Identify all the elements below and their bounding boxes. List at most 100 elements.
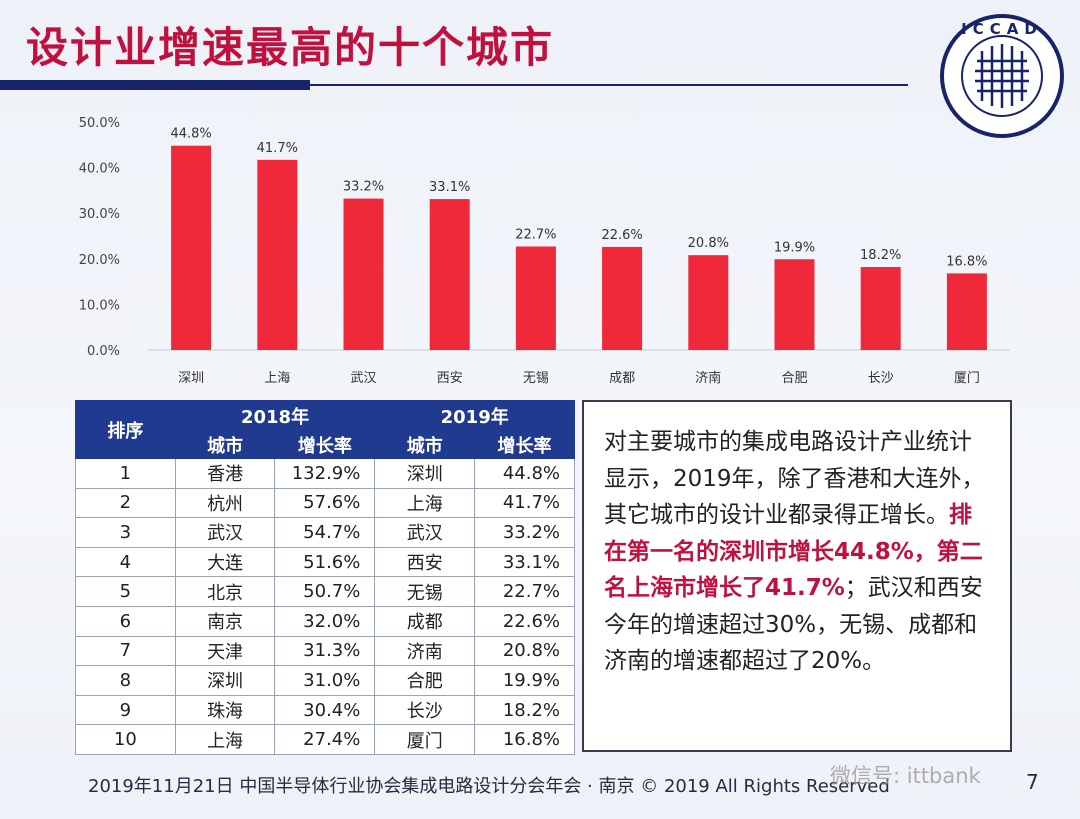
ranking-table-body: 1 香港 132.9% 深圳 44.8% 2 杭州 57.6% 上海 41.7% 3 武汉 54.7% 武…	[75, 458, 575, 755]
rank-cell: 1	[75, 458, 176, 489]
rate-2018-cell: 31.3%	[274, 635, 376, 667]
rate-2019-cell: 22.6%	[474, 605, 575, 637]
category-label: 西安	[437, 371, 463, 386]
rate-2018-cell: 27.4%	[274, 724, 376, 755]
rate-2019-cell: 20.8%	[474, 635, 575, 667]
city-2018-cell: 上海	[174, 724, 276, 755]
bars	[171, 145, 987, 350]
value-label: 18.2%	[860, 248, 901, 263]
rank-cell: 8	[75, 665, 176, 696]
summary-textbox: 对主要城市的集成电路设计产业统计显示，2019年，除了香港和大连外，其它城市的设…	[582, 400, 1012, 752]
value-label: 22.7%	[515, 227, 556, 242]
table-row: 4 大连 51.6% 西安 33.1%	[75, 546, 575, 578]
rate-2019-cell: 19.9%	[474, 665, 575, 696]
category-label: 长沙	[868, 371, 894, 386]
summary-text-highlight: 排在第一名的深圳市增长44.8%，第二名上海市增长了41.7%	[604, 502, 983, 601]
value-label: 16.8%	[946, 254, 987, 269]
rate-2019-cell: 33.2%	[474, 517, 575, 548]
category-label: 上海	[264, 371, 290, 386]
city-2019-cell: 济南	[374, 635, 476, 667]
city-2019-cell: 厦门	[374, 724, 476, 755]
city-2018-cell: 大连	[174, 546, 276, 578]
rate-2018-cell: 50.7%	[274, 576, 376, 607]
svg-text:ICCAD: ICCAD	[961, 20, 1043, 38]
rank-cell: 6	[75, 605, 176, 637]
wechat-watermark: 微信号: ittbank	[830, 764, 981, 788]
growth-bar-chart: 0.0% 10.0% 20.0% 30.0% 40.0% 50.0% 44.8% 41.7%…	[79, 116, 1010, 386]
category-label: 合肥	[781, 371, 807, 386]
rate-2019-cell: 41.7%	[474, 487, 575, 519]
footer-text: 2019年11月21日 中国半导体行业协会集成电路设计分会年会 · 南京 © 2…	[88, 776, 890, 797]
category-label: 武汉	[350, 371, 376, 386]
rank-cell: 4	[75, 546, 176, 578]
title-underline-thick	[0, 80, 310, 90]
y-tick-label: 40.0%	[79, 162, 120, 177]
rate-2018-cell: 57.6%	[274, 487, 376, 519]
rank-cell: 5	[75, 576, 176, 607]
summary-text-intro: 对主要城市的集成电路设计产业统计显示，2019年，除了香港和大连外，其它城市的设…	[604, 429, 985, 528]
category-label: 深圳	[178, 371, 204, 386]
year-2018-header: 2018年	[174, 400, 376, 431]
rank-cell: 2	[75, 487, 176, 519]
city-2019-cell: 西安	[374, 546, 476, 578]
value-label: 41.7%	[257, 141, 298, 156]
rank-cell: 10	[75, 724, 176, 755]
city-2018-cell: 珠海	[174, 694, 276, 726]
city-2018-cell: 武汉	[174, 517, 276, 548]
bar-6	[688, 255, 729, 350]
city-2019-cell: 合肥	[374, 665, 476, 696]
rate-2019-cell: 16.8%	[474, 724, 575, 755]
city-2019-cell: 成都	[374, 605, 476, 637]
bar-9	[946, 273, 987, 350]
category-label: 厦门	[954, 371, 980, 386]
table-row: 6 南京 32.0% 成都 22.6%	[75, 605, 575, 637]
bar-2	[343, 198, 384, 350]
rate-2019-cell: 18.2%	[474, 694, 575, 726]
city-2019-cell: 深圳	[374, 458, 476, 489]
city-2018-cell: 香港	[174, 458, 276, 489]
summary-text-outro: ；武汉和西安今年的增速超过30%，无锡、成都和济南的增速都超过了20%。	[604, 575, 983, 674]
rate-2018-cell: 132.9%	[274, 458, 376, 489]
rate-2018-header: 增长率	[274, 430, 376, 459]
city-2018-cell: 杭州	[174, 487, 276, 519]
value-label: 19.9%	[774, 240, 815, 255]
city-2018-cell: 南京	[174, 605, 276, 637]
rate-2018-cell: 32.0%	[274, 605, 376, 637]
rate-2018-cell: 54.7%	[274, 517, 376, 548]
rate-2019-cell: 44.8%	[474, 458, 575, 489]
value-label: 22.6%	[601, 228, 642, 243]
value-label: 33.2%	[343, 180, 384, 195]
table-row: 9 珠海 30.4% 长沙 18.2%	[75, 694, 575, 726]
title-underline-thin	[310, 84, 908, 86]
city-2019-cell: 无锡	[374, 576, 476, 607]
rate-2018-cell: 31.0%	[274, 665, 376, 696]
table-row: 1 香港 132.9% 深圳 44.8%	[75, 458, 575, 489]
rate-2019-cell: 22.7%	[474, 576, 575, 607]
bar-3	[429, 199, 470, 350]
value-labels: 44.8% 41.7% 33.2% 33.1% 22.7% 22.6% 20.8% 19.9%…	[170, 127, 987, 270]
rank-cell: 3	[75, 517, 176, 548]
table-row: 5 北京 50.7% 无锡 22.7%	[75, 576, 575, 607]
y-tick-label: 30.0%	[79, 207, 120, 222]
bar-0	[171, 145, 212, 350]
table-row: 7 天津 31.3% 济南 20.8%	[75, 635, 575, 667]
table-row: 10 上海 27.4% 厦门 16.8%	[75, 724, 575, 755]
bar-8	[860, 267, 901, 350]
rate-2019-cell: 33.1%	[474, 546, 575, 578]
bar-7	[774, 259, 815, 350]
rate-2019-header: 增长率	[474, 430, 575, 459]
y-tick-label: 20.0%	[79, 253, 120, 268]
y-tick-label: 50.0%	[79, 116, 120, 131]
city-2019-cell: 上海	[374, 487, 476, 519]
table-row: 2 杭州 57.6% 上海 41.7%	[75, 487, 575, 519]
city-2018-cell: 北京	[174, 576, 276, 607]
city-2019-cell: 武汉	[374, 517, 476, 548]
value-label: 20.8%	[688, 236, 729, 251]
bar-4	[515, 246, 556, 350]
iccad-logo-icon: ICCAD	[940, 14, 1064, 138]
ranking-table: 排序 2018年 2019年 城市 增长率 城市 增长率 1 香港 132.9% 深圳…	[75, 400, 575, 755]
y-axis: 0.0% 10.0% 20.0% 30.0% 40.0% 50.0%	[79, 116, 120, 359]
city-2019-cell: 长沙	[374, 694, 476, 726]
category-label: 无锡	[523, 371, 549, 386]
rank-header: 排序	[75, 400, 176, 459]
